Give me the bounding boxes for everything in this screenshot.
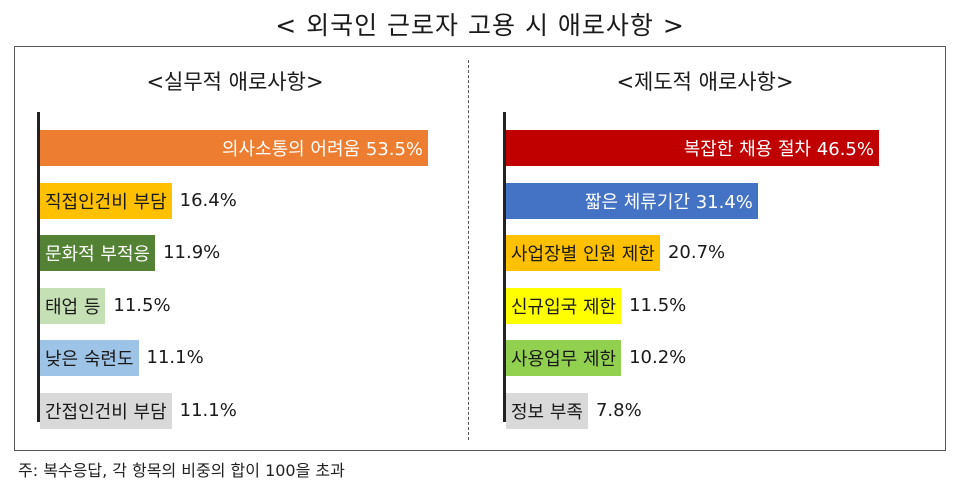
left-bar-value-2: 16.4% bbox=[179, 189, 237, 211]
left-panel-title: <실무적 애로사항> bbox=[146, 70, 324, 94]
left-bar-label-5: 낮은 숙련도 bbox=[45, 349, 134, 370]
left-bar-value-4: 11.5% bbox=[113, 294, 171, 316]
right-bar-label-3: 사업장별 인원 제한 bbox=[511, 244, 655, 265]
chart-title: < 외국인 근로자 고용 시 애로사항 > bbox=[275, 11, 685, 40]
right-bar-value-3: 20.7% bbox=[667, 242, 726, 263]
left-bar-value-3: 11.9% bbox=[163, 242, 221, 263]
right-bar-5: 사용업무 제한 bbox=[506, 340, 622, 376]
right-bar-4: 신규입국 제한 bbox=[506, 287, 622, 324]
panel-divider bbox=[468, 60, 469, 440]
left-bar-value-6: 11.1% bbox=[179, 399, 237, 421]
right-bar-label-4: 신규입국 제한 bbox=[511, 296, 617, 318]
right-bar-label-5: 사용업무 제한 bbox=[511, 349, 617, 370]
left-bar-label-4: 태업 등 bbox=[45, 296, 101, 318]
right-bar-value-4: 11.5% bbox=[629, 294, 687, 316]
footnote: 주: 복수응답, 각 항목의 비중의 합이 100을 초과 bbox=[18, 461, 345, 480]
right-bar-6: 정보 부족 bbox=[506, 392, 588, 429]
right-bar-label-6: 정보 부족 bbox=[511, 401, 583, 423]
left-bar-label-1: 의사소통의 어려움 53.5% bbox=[221, 139, 423, 160]
right-bar-3: 사업장별 인원 제한 bbox=[506, 235, 660, 271]
left-bar-label-2: 직접인건비 부담 bbox=[45, 191, 167, 213]
right-bar-value-6: 7.8% bbox=[595, 399, 642, 421]
left-bar-label-3: 문화적 부적응 bbox=[45, 244, 151, 265]
right-axis bbox=[503, 112, 506, 422]
left-bar-5: 낮은 숙련도 bbox=[40, 340, 139, 376]
left-bar-value-5: 11.1% bbox=[146, 347, 204, 368]
right-bar-label-2: 짧은 체류기간 31.4% bbox=[584, 191, 753, 213]
left-bar-3: 문화적 부적응 bbox=[40, 235, 156, 271]
right-bar-label-1: 복잡한 채용 절차 46.5% bbox=[683, 139, 874, 160]
left-bar-2: 직접인건비 부담 bbox=[40, 182, 172, 219]
left-bar-6: 간접인건비 부담 bbox=[40, 392, 172, 429]
left-bar-1: 의사소통의 어려움 53.5% bbox=[40, 130, 428, 166]
right-bar-2: 짧은 체류기간 31.4% bbox=[506, 182, 758, 219]
left-axis bbox=[37, 112, 40, 422]
left-bar-label-6: 간접인건비 부담 bbox=[45, 401, 167, 423]
right-bar-1: 복잡한 채용 절차 46.5% bbox=[506, 130, 879, 166]
left-bar-4: 태업 등 bbox=[40, 287, 106, 324]
right-panel-title: <제도적 애로사항> bbox=[616, 70, 794, 94]
chart-frame bbox=[14, 46, 946, 451]
right-bar-value-5: 10.2% bbox=[629, 347, 687, 368]
